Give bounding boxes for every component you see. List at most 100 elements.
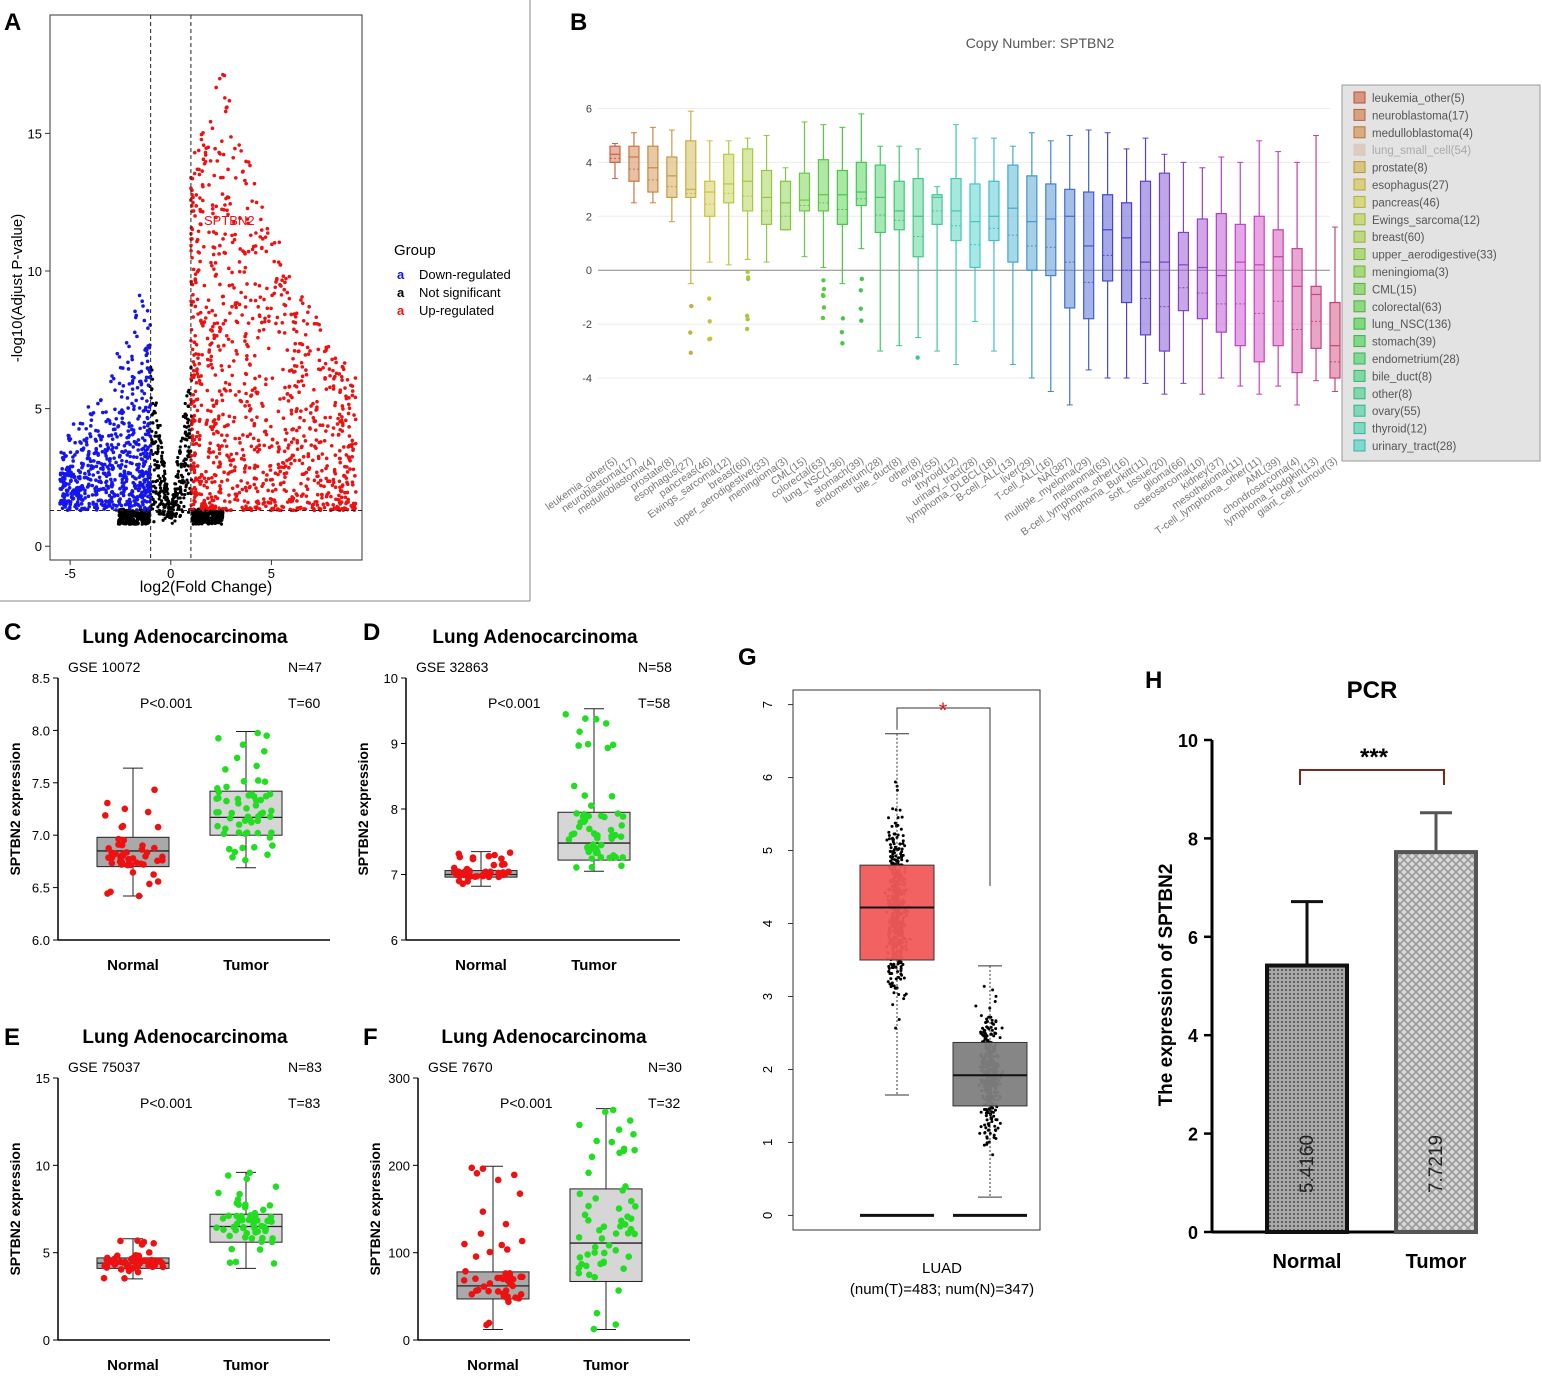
volcano-point-up bbox=[245, 434, 250, 439]
volcano-point-up bbox=[317, 358, 322, 363]
volcano-point-up bbox=[206, 145, 211, 150]
volcano-point-up bbox=[191, 442, 196, 447]
volcano-point-down bbox=[120, 416, 125, 421]
volcano-point-down bbox=[136, 466, 140, 471]
volcano-point-up bbox=[191, 292, 195, 297]
volcano-point-down bbox=[143, 444, 148, 448]
volcano-point-up bbox=[191, 315, 195, 319]
volcano-point-ns bbox=[176, 496, 180, 500]
volcano-point-up bbox=[232, 286, 236, 290]
volcano-point-up bbox=[323, 415, 328, 420]
volcano-point-up bbox=[214, 85, 218, 90]
volcano-point-down bbox=[104, 490, 109, 495]
volcano-point-up bbox=[233, 176, 238, 180]
volcano-point-up bbox=[289, 461, 293, 466]
volcano-point-up bbox=[217, 252, 221, 256]
volcano-point-up bbox=[262, 297, 266, 302]
data-point bbox=[142, 852, 149, 860]
data-point bbox=[151, 844, 158, 852]
volcano-point-up bbox=[325, 492, 329, 497]
volcano-point-up bbox=[279, 465, 284, 469]
volcano-point-up bbox=[208, 159, 213, 163]
n-count-label: N=30 bbox=[648, 1059, 682, 1075]
volcano-point-down bbox=[131, 455, 136, 459]
copy-number-legend-swatch bbox=[1353, 161, 1366, 174]
category-label: Tumor bbox=[583, 1357, 629, 1374]
volcano-point-up bbox=[263, 235, 268, 239]
volcano-point-up bbox=[254, 200, 259, 205]
volcano-point-down bbox=[138, 494, 143, 499]
legend-glyph-ns: a bbox=[397, 285, 405, 300]
p-value-label: P<0.001 bbox=[488, 695, 541, 711]
volcano-point-down bbox=[86, 405, 91, 409]
copy-number-box bbox=[742, 148, 754, 212]
data-point bbox=[235, 829, 243, 836]
volcano-point-up bbox=[192, 465, 197, 469]
luad-box bbox=[952, 1041, 1028, 1107]
volcano-point-up bbox=[328, 373, 332, 378]
volcano-point-up bbox=[240, 487, 245, 492]
volcano-point-down bbox=[144, 471, 148, 475]
data-point bbox=[517, 1290, 525, 1298]
copy-number-y-tick-label: 0 bbox=[586, 265, 592, 277]
category-label: Tumor bbox=[571, 957, 617, 974]
volcano-point-down bbox=[119, 503, 124, 508]
luad-point bbox=[992, 1114, 996, 1118]
volcano-point-ns bbox=[182, 496, 186, 500]
volcano-point-up bbox=[242, 470, 247, 474]
volcano-point-ns bbox=[140, 519, 144, 523]
volcano-point-up bbox=[337, 479, 342, 484]
volcano-point-up bbox=[235, 498, 240, 502]
volcano-point-up bbox=[322, 484, 326, 489]
volcano-point-down bbox=[145, 359, 150, 364]
data-point bbox=[617, 1223, 624, 1230]
volcano-point-down bbox=[87, 449, 91, 454]
volcano-point-up bbox=[311, 415, 316, 420]
panel-letter-e: E bbox=[4, 1024, 20, 1051]
data-point bbox=[494, 1274, 501, 1282]
volcano-point-up bbox=[333, 400, 338, 405]
volcano-point-up bbox=[283, 464, 288, 468]
volcano-point-up bbox=[215, 321, 220, 325]
volcano-point-up bbox=[300, 301, 305, 306]
y-axis-label: SPTBN2 expression bbox=[7, 742, 23, 875]
volcano-point-up bbox=[194, 204, 199, 208]
volcano-point-up bbox=[202, 244, 206, 249]
luad-point bbox=[990, 1110, 994, 1114]
volcano-point-up bbox=[249, 393, 254, 397]
copy-number-outlier bbox=[821, 305, 827, 310]
data-point bbox=[609, 1106, 617, 1114]
data-point bbox=[581, 1211, 589, 1219]
volcano-point-up bbox=[306, 352, 311, 356]
volcano-point-up bbox=[223, 438, 227, 443]
volcano-point-down bbox=[81, 447, 85, 452]
copy-number-legend-label: esophagus(27) bbox=[1372, 180, 1449, 192]
data-point bbox=[516, 1190, 524, 1198]
luad-point bbox=[888, 982, 892, 986]
volcano-point-up bbox=[245, 506, 250, 511]
volcano-point-up bbox=[211, 403, 216, 408]
data-point bbox=[254, 817, 262, 825]
volcano-point-up bbox=[215, 496, 220, 501]
copy-number-box bbox=[685, 140, 697, 199]
volcano-point-ns bbox=[176, 469, 181, 473]
volcano-point-ns bbox=[168, 508, 172, 512]
volcano-point-up bbox=[196, 312, 200, 316]
data-point bbox=[495, 869, 502, 877]
volcano-point-up bbox=[351, 467, 356, 472]
volcano-point-up bbox=[345, 465, 349, 469]
volcano-point-up bbox=[337, 448, 342, 453]
volcano-point-up bbox=[230, 283, 235, 287]
volcano-point-ns bbox=[156, 444, 160, 448]
volcano-point-up bbox=[324, 466, 328, 471]
volcano-point-up bbox=[340, 378, 344, 382]
volcano-y-label: -log10(Adjust P-value) bbox=[9, 214, 26, 362]
volcano-point-up bbox=[205, 388, 210, 393]
y-tick-label: 10 bbox=[36, 1158, 50, 1173]
volcano-point-up bbox=[212, 267, 216, 271]
copy-number-box bbox=[1120, 202, 1133, 304]
volcano-point-up bbox=[315, 407, 319, 412]
volcano-point-ns bbox=[178, 450, 182, 454]
volcano-point-up bbox=[198, 417, 202, 422]
copy-number-box bbox=[1064, 188, 1076, 309]
